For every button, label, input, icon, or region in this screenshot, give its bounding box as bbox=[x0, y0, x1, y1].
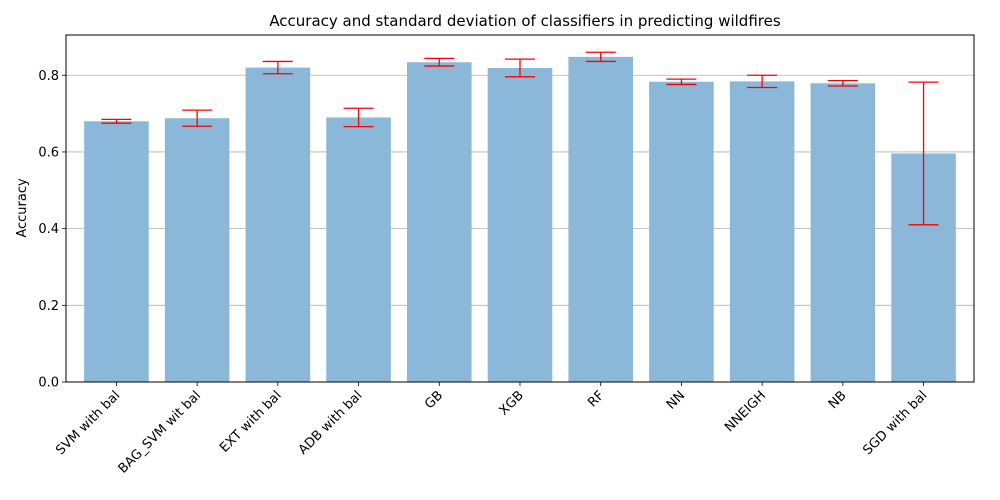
x-tick-label: RF bbox=[585, 388, 607, 410]
error-bar bbox=[666, 78, 697, 86]
x-tick-label: NNEIGH bbox=[722, 388, 769, 435]
y-axis-label: Accuracy bbox=[15, 178, 30, 238]
error-bar bbox=[585, 51, 616, 63]
x-tick-label: NN bbox=[664, 388, 688, 412]
error-bar bbox=[101, 118, 132, 124]
x-tick-label: EXT with bal bbox=[217, 388, 285, 456]
x-tick-label: BAG_SVM wit bal bbox=[116, 388, 204, 476]
bar bbox=[649, 81, 714, 383]
bar bbox=[568, 56, 633, 382]
y-tick-label: 0.2 bbox=[38, 299, 59, 314]
error-bar bbox=[505, 58, 535, 78]
x-tick-label: NB bbox=[826, 388, 850, 412]
error-bar bbox=[343, 107, 374, 128]
error-bar bbox=[424, 57, 455, 67]
error-bar bbox=[827, 79, 858, 87]
bar bbox=[729, 81, 795, 383]
error-bars bbox=[101, 51, 939, 226]
bar bbox=[84, 121, 149, 382]
y-ticks: 0.0 0.2 0.4 0.6 0.8 bbox=[38, 69, 66, 391]
bar bbox=[407, 62, 472, 382]
x-tick-label: SVM with bal bbox=[53, 388, 123, 458]
x-tick-label: XGB bbox=[496, 388, 526, 418]
bar bbox=[326, 117, 391, 382]
x-tick-label: SGD with bal bbox=[860, 388, 930, 458]
error-bar bbox=[908, 81, 939, 226]
chart-title: Accuracy and standard deviation of class… bbox=[269, 12, 781, 30]
y-tick-label: 0.4 bbox=[38, 222, 59, 237]
y-tick-label: 0.0 bbox=[38, 376, 59, 391]
error-bar bbox=[747, 74, 778, 89]
error-bar bbox=[262, 60, 293, 75]
y-tick-label: 0.8 bbox=[38, 69, 59, 84]
error-bar bbox=[182, 109, 213, 127]
bar bbox=[164, 118, 230, 383]
bars bbox=[84, 56, 956, 383]
bar bbox=[487, 67, 553, 383]
y-tick-label: 0.6 bbox=[38, 145, 59, 160]
bar bbox=[810, 83, 876, 383]
bar bbox=[245, 67, 311, 383]
x-tick-label: GB bbox=[422, 388, 446, 412]
x-tick-label: ADB with bal bbox=[296, 388, 366, 458]
